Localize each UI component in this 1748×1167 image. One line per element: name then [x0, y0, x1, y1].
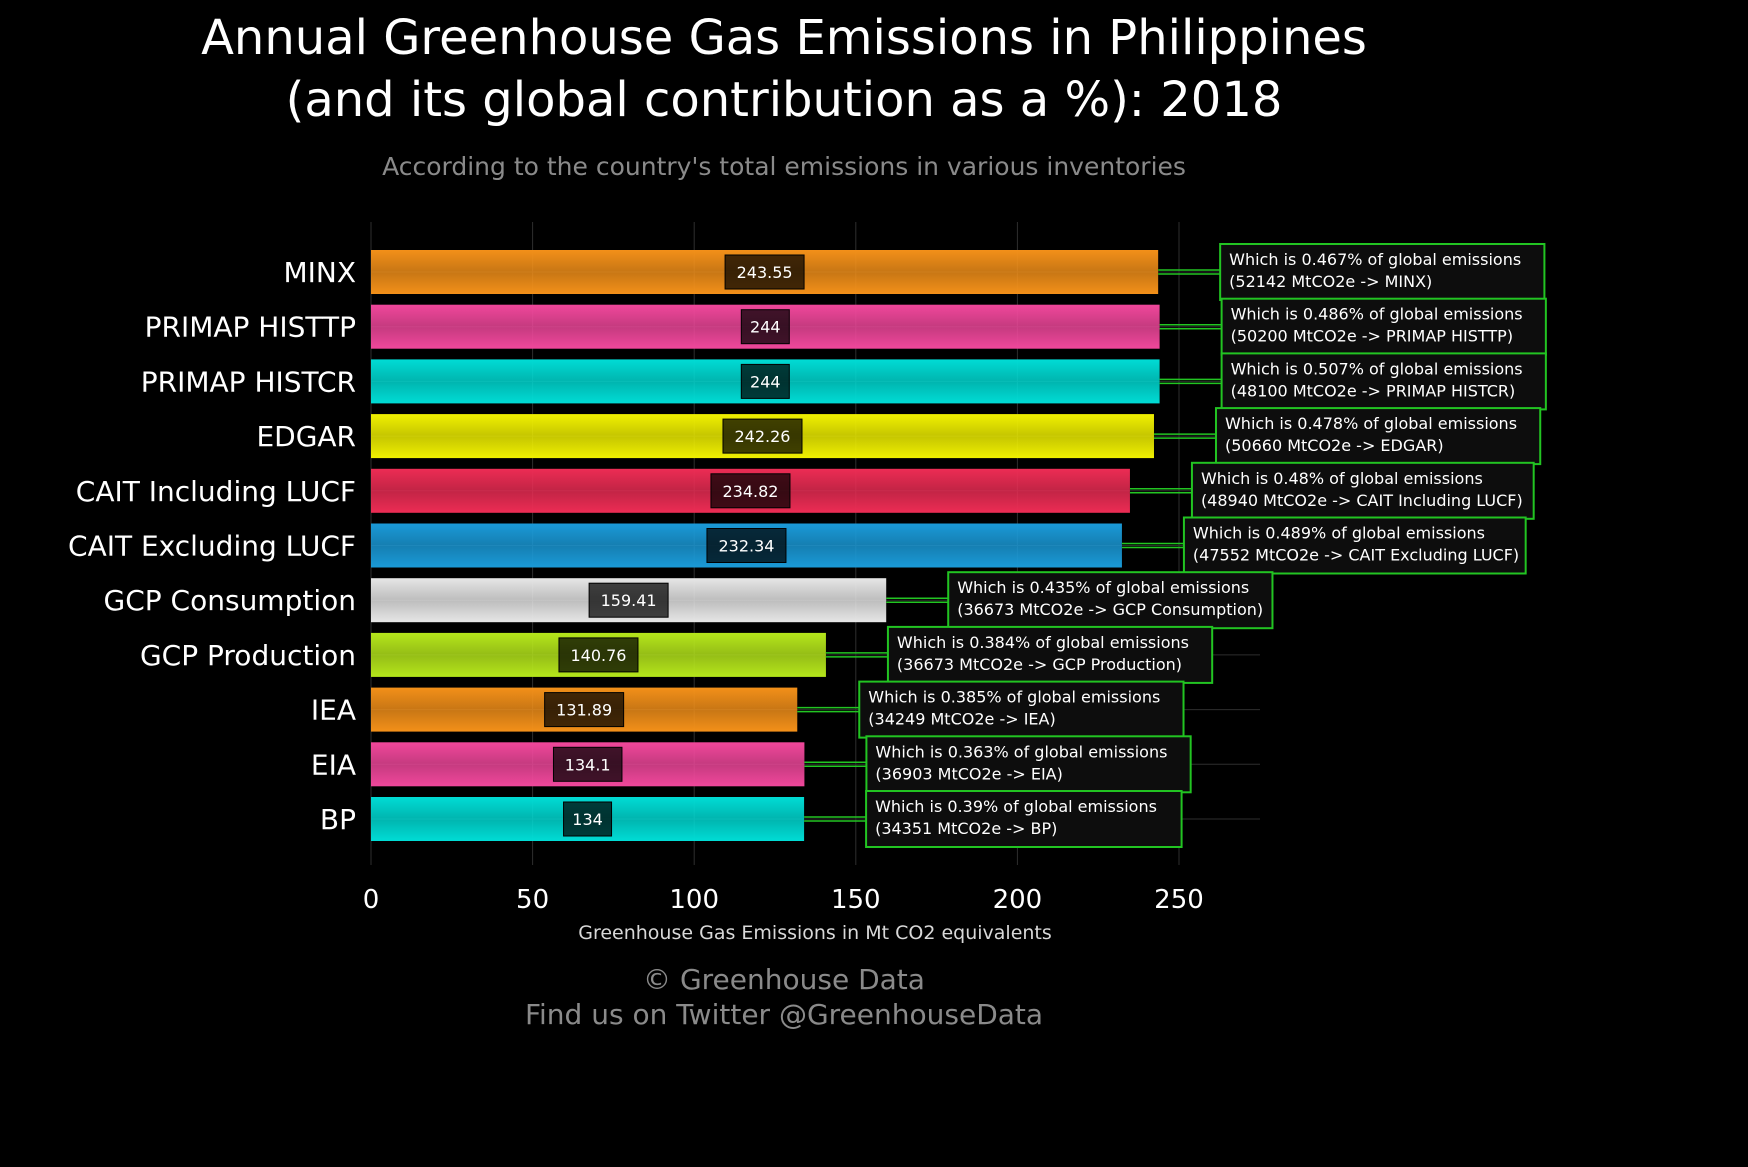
annotation-line2: (48100 MtCO2e -> PRIMAP HISTCR)	[1231, 381, 1516, 400]
x-tick-label: 250	[1154, 885, 1204, 915]
annotation-line1: Which is 0.48% of global emissions	[1201, 469, 1483, 488]
category-label: IEA	[311, 694, 356, 727]
bar-value-box	[563, 801, 613, 837]
annotation-line2: (50200 MtCO2e -> PRIMAP HISTTP)	[1231, 327, 1513, 346]
annotation-box	[947, 571, 1274, 630]
annotation-line2: (48940 MtCO2e -> CAIT Including LUCF)	[1201, 491, 1523, 510]
annotation-box	[858, 680, 1185, 739]
annotation-box	[1219, 243, 1546, 301]
annotation-box	[865, 790, 1183, 848]
chart-subtitle: According to the country's total emissio…	[382, 152, 1186, 181]
bar-chart: 243.55 244 244 242.26 234.82 232.34 159.41 140.…	[68, 222, 1547, 944]
annotation-box	[1220, 352, 1547, 411]
bar-value-box	[740, 363, 790, 399]
annotation-box	[886, 625, 1214, 684]
bar-value-box	[710, 473, 791, 509]
bar-value-label: 234.82	[722, 482, 778, 501]
annotation-line2: (36673 MtCO2e -> GCP Consumption)	[957, 600, 1263, 619]
category-label: CAIT Excluding LUCF	[68, 530, 356, 563]
footer-copyright: © Greenhouse Data	[643, 963, 925, 996]
bar-value-label: 243.55	[737, 263, 793, 282]
x-axis-label: Greenhouse Gas Emissions in Mt CO2 equiv…	[578, 922, 1052, 944]
annotation-layer: Which is 0.467% of global emissions (5214…	[797, 243, 1547, 848]
annotation-line2: (52142 MtCO2e -> MINX)	[1229, 272, 1432, 291]
category-label: PRIMAP HISTTP	[145, 311, 356, 344]
footer-twitter: Find us on Twitter @GreenhouseData	[524, 998, 1044, 1031]
annotation-line1: Which is 0.385% of global emissions	[868, 688, 1160, 707]
bar-value-label: 244	[750, 318, 781, 337]
annotation-line1: Which is 0.363% of global emissions	[875, 742, 1167, 761]
category-label: MINX	[283, 256, 356, 289]
annotation-line2: (34249 MtCO2e -> IEA)	[868, 710, 1055, 729]
bar-value-box	[706, 528, 787, 563]
annotation-line1: Which is 0.467% of global emissions	[1229, 250, 1521, 269]
annotation-line2: (47552 MtCO2e -> CAIT Excluding LUCF)	[1193, 546, 1519, 565]
annotation-box	[865, 735, 1192, 794]
chart-title-line1: Annual Greenhouse Gas Emissions in Phili…	[201, 10, 1367, 66]
bar-value-label: 134	[572, 810, 603, 829]
x-tick-label: 0	[363, 885, 380, 915]
annotation-line2: (34351 MtCO2e -> BP)	[875, 819, 1057, 838]
category-label: PRIMAP HISTCR	[141, 365, 356, 398]
annotation-line2: (36673 MtCO2e -> GCP Production)	[897, 655, 1182, 674]
annotation-box	[1182, 516, 1527, 575]
annotation-line1: Which is 0.435% of global emissions	[957, 578, 1249, 597]
chart-title-line2: (and its global contribution as a %): 20…	[285, 72, 1283, 128]
category-label: BP	[320, 803, 356, 836]
bar-layer: 243.55 244 244 242.26 234.82 232.34 159.41 140.…	[371, 250, 1160, 841]
bar-value-box	[740, 309, 790, 345]
category-label: EIA	[311, 748, 356, 781]
bar-value-box	[724, 254, 805, 290]
annotation-line2: (50660 MtCO2e -> EDGAR)	[1225, 436, 1444, 455]
bar-value-label: 140.76	[570, 646, 626, 665]
x-tick-label: 100	[669, 885, 719, 915]
annotation-line2: (36903 MtCO2e -> EIA)	[875, 764, 1062, 783]
bar-value-label: 232.34	[718, 537, 774, 556]
bar-value-label: 244	[750, 372, 781, 391]
bar-value-label: 131.89	[556, 701, 612, 720]
bar-value-box	[588, 582, 669, 618]
annotation-line1: Which is 0.507% of global emissions	[1231, 359, 1523, 378]
x-tick-label: 50	[516, 885, 549, 915]
bar-value-label: 159.41	[601, 591, 657, 610]
annotation-box	[1190, 461, 1535, 520]
x-tick-label: 150	[831, 885, 881, 915]
category-label: GCP Consumption	[104, 584, 356, 617]
bar-value-box	[544, 692, 625, 728]
bar-value-label: 134.1	[565, 755, 611, 774]
bar-value-box	[722, 418, 803, 454]
bar-value-box	[558, 637, 639, 673]
bar-value-box	[552, 746, 623, 782]
category-label: EDGAR	[256, 420, 356, 453]
x-tick-label: 200	[993, 885, 1043, 915]
annotation-line1: Which is 0.489% of global emissions	[1193, 524, 1485, 543]
annotation-box	[1214, 407, 1542, 466]
annotation-line1: Which is 0.486% of global emissions	[1231, 305, 1523, 324]
bar-value-label: 242.26	[735, 427, 791, 446]
category-label: GCP Production	[140, 639, 356, 672]
annotation-line1: Which is 0.384% of global emissions	[897, 633, 1189, 652]
category-label: CAIT Including LUCF	[76, 475, 356, 508]
annotation-line1: Which is 0.478% of global emissions	[1225, 414, 1517, 433]
annotation-line1: Which is 0.39% of global emissions	[875, 797, 1157, 816]
axis-layer: MINX PRIMAP HISTTP PRIMAP HISTCR EDGAR CAIT …	[68, 256, 1204, 944]
